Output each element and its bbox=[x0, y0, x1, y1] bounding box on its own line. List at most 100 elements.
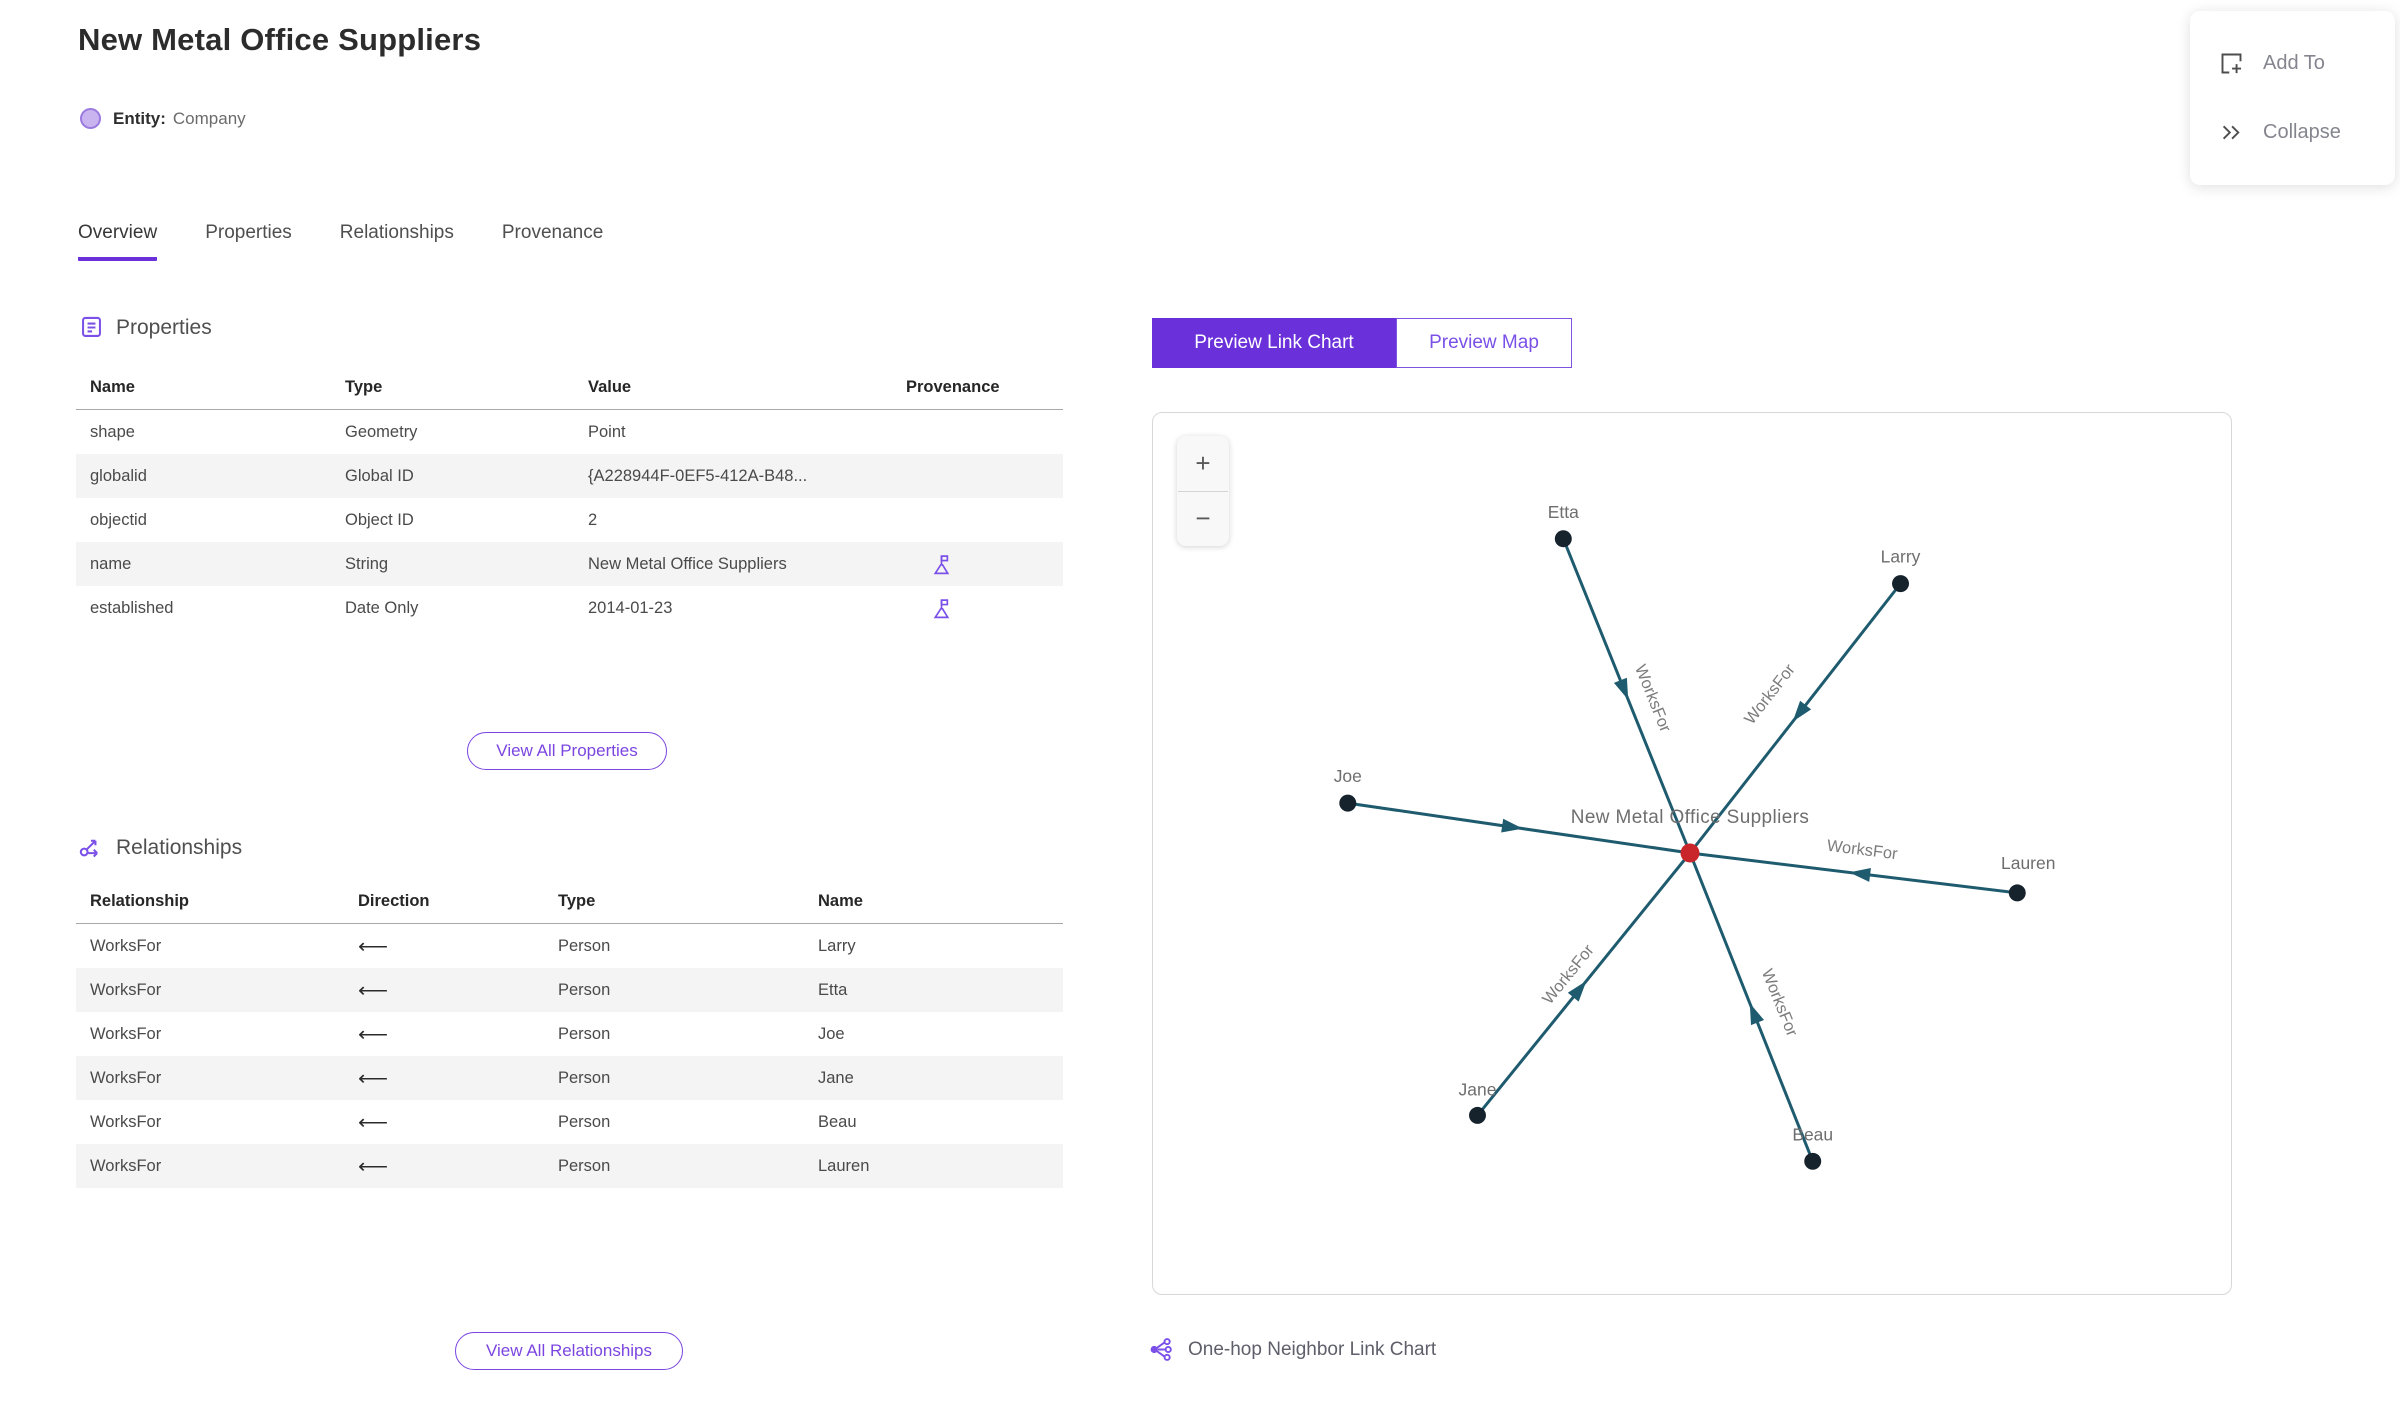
zoom-out-button[interactable]: − bbox=[1195, 503, 1211, 534]
node-jane[interactable] bbox=[1469, 1106, 1486, 1124]
property-provenance bbox=[892, 597, 1063, 620]
col-header-direction: Direction bbox=[358, 892, 430, 910]
entity-type-value: Company bbox=[172, 108, 246, 128]
entity-row: Entity: Company bbox=[80, 108, 246, 129]
node-label: Etta bbox=[1548, 502, 1579, 522]
col-header-provenance: Provenance bbox=[906, 378, 1000, 396]
preview-toggle-group: Preview Link Chart Preview Map bbox=[1152, 318, 1572, 368]
col-header-name: Name bbox=[90, 378, 135, 396]
entity-type-dot-icon bbox=[80, 108, 101, 129]
node-beau[interactable] bbox=[1804, 1152, 1822, 1170]
property-row: established Date Only 2014-01-23 bbox=[76, 586, 1063, 630]
relationship-type-link[interactable]: WorksFor bbox=[90, 1024, 162, 1043]
view-all-relationships-button[interactable]: View All Relationships bbox=[455, 1332, 683, 1370]
relationship-type-link[interactable]: WorksFor bbox=[90, 980, 162, 999]
properties-section-header: Properties bbox=[78, 314, 212, 341]
relationship-name-link[interactable]: Joe bbox=[818, 1024, 845, 1043]
relationship-entity-type: Person bbox=[558, 1156, 611, 1175]
collapse-button[interactable]: Collapse bbox=[2218, 119, 2395, 146]
relationship-direction: ⟵ bbox=[344, 934, 544, 959]
toggle-preview-link-chart[interactable]: Preview Link Chart bbox=[1152, 318, 1396, 368]
floating-actions-card: Add To Collapse bbox=[2190, 11, 2395, 185]
tab-provenance[interactable]: Provenance bbox=[501, 222, 604, 243]
relationship-type-link[interactable]: WorksFor bbox=[90, 1068, 162, 1087]
relationship-direction: ⟵ bbox=[344, 1066, 544, 1091]
col-header-value: Value bbox=[588, 378, 632, 396]
node-etta[interactable] bbox=[1554, 530, 1572, 548]
relationship-name-link[interactable]: Beau bbox=[818, 1112, 857, 1131]
relationship-name-link[interactable]: Etta bbox=[818, 980, 848, 999]
left-arrow-icon: ⟵ bbox=[358, 1154, 389, 1178]
add-to-button[interactable]: Add To bbox=[2218, 50, 2395, 77]
provenance-flag-icon[interactable] bbox=[906, 553, 1063, 576]
provenance-flag-icon[interactable] bbox=[906, 597, 1063, 620]
properties-section-title: Properties bbox=[116, 315, 212, 339]
relationship-type-link[interactable]: WorksFor bbox=[90, 1156, 162, 1175]
toggle-preview-map[interactable]: Preview Map bbox=[1396, 318, 1572, 368]
relationship-direction: ⟵ bbox=[344, 1154, 544, 1179]
add-to-icon bbox=[2221, 53, 2242, 74]
relationship-row: WorksFor ⟵ Person Jane bbox=[76, 1056, 1063, 1100]
one-hop-link-chart-icon bbox=[1150, 1338, 1172, 1361]
col-header-type: Type bbox=[345, 378, 383, 396]
edge-arrowhead-icon bbox=[1567, 980, 1587, 1002]
edge-label: WorksFor bbox=[1758, 966, 1801, 1039]
tab-overview[interactable]: Overview bbox=[78, 222, 158, 261]
tab-bar: Overview Properties Relationships Provenanc… bbox=[78, 222, 603, 261]
relationship-row: WorksFor ⟵ Person Lauren bbox=[76, 1144, 1063, 1188]
property-value: 2 bbox=[588, 510, 598, 529]
property-value: {A228944F-0EF5-412A-B48... bbox=[588, 466, 808, 485]
relationship-entity-type: Person bbox=[558, 1068, 611, 1087]
col-header-type: Type bbox=[558, 892, 596, 910]
col-header-relationship: Relationship bbox=[90, 892, 190, 910]
left-arrow-icon: ⟵ bbox=[358, 934, 389, 958]
properties-table: Name Type Value Provenance shape Geometry Poin… bbox=[76, 368, 1063, 630]
center-node[interactable] bbox=[1680, 843, 1700, 863]
relationship-name-link[interactable]: Lauren bbox=[818, 1156, 870, 1175]
zoom-divider bbox=[1178, 490, 1228, 492]
left-arrow-icon: ⟵ bbox=[358, 1110, 389, 1134]
chevrons-right-icon bbox=[2222, 125, 2240, 140]
entity-label: Entity: bbox=[113, 108, 166, 128]
property-row: globalid Global ID {A228944F-0EF5-412A-B48… bbox=[76, 454, 1063, 498]
relationship-entity-type: Person bbox=[558, 980, 611, 999]
relationship-type-link[interactable]: WorksFor bbox=[90, 936, 162, 955]
edge-label: WorksFor bbox=[1826, 837, 1899, 864]
node-label: Larry bbox=[1881, 547, 1921, 567]
relationship-name-link[interactable]: Jane bbox=[818, 1068, 854, 1087]
relationship-entity-type: Person bbox=[558, 1024, 611, 1043]
view-all-properties-button[interactable]: View All Properties bbox=[467, 732, 667, 770]
property-name: globalid bbox=[90, 466, 147, 485]
tab-properties[interactable]: Properties bbox=[205, 222, 292, 243]
properties-icon bbox=[82, 316, 101, 337]
property-type: Date Only bbox=[345, 598, 419, 617]
zoom-in-button[interactable]: + bbox=[1195, 447, 1211, 478]
node-lauren[interactable] bbox=[2008, 884, 2026, 902]
tab-relationships[interactable]: Relationships bbox=[339, 222, 454, 243]
left-arrow-icon: ⟵ bbox=[358, 1022, 389, 1046]
node-joe[interactable] bbox=[1339, 794, 1357, 812]
edge-arrowhead-icon bbox=[1849, 868, 1871, 882]
page-title: New Metal Office Suppliers bbox=[78, 22, 482, 57]
relationship-row: WorksFor ⟵ Person Etta bbox=[76, 968, 1063, 1012]
relationship-type-link[interactable]: WorksFor bbox=[90, 1112, 162, 1131]
left-arrow-icon: ⟵ bbox=[358, 1066, 389, 1090]
relationship-direction: ⟵ bbox=[344, 1022, 544, 1047]
relationship-direction: ⟵ bbox=[344, 978, 544, 1003]
add-to-label: Add To bbox=[2263, 52, 2325, 74]
property-value: 2014-01-23 bbox=[588, 598, 673, 617]
relationships-table: Relationship Direction Type Name WorksFor ⟵ Pe… bbox=[76, 882, 1063, 1188]
node-label: Joe bbox=[1334, 766, 1362, 786]
relationship-name-link[interactable]: Larry bbox=[818, 936, 856, 955]
collapse-label: Collapse bbox=[2263, 121, 2341, 143]
edge-arrowhead-icon bbox=[1749, 1003, 1764, 1026]
relationship-row: WorksFor ⟵ Person Beau bbox=[76, 1100, 1063, 1144]
node-larry[interactable] bbox=[1892, 575, 1910, 593]
relationship-entity-type: Person bbox=[558, 1112, 611, 1131]
property-type: Geometry bbox=[345, 422, 418, 441]
property-type: Object ID bbox=[345, 510, 414, 529]
property-type: Global ID bbox=[345, 466, 414, 485]
property-provenance bbox=[892, 553, 1063, 576]
property-row: name String New Metal Office Suppliers bbox=[76, 542, 1063, 586]
